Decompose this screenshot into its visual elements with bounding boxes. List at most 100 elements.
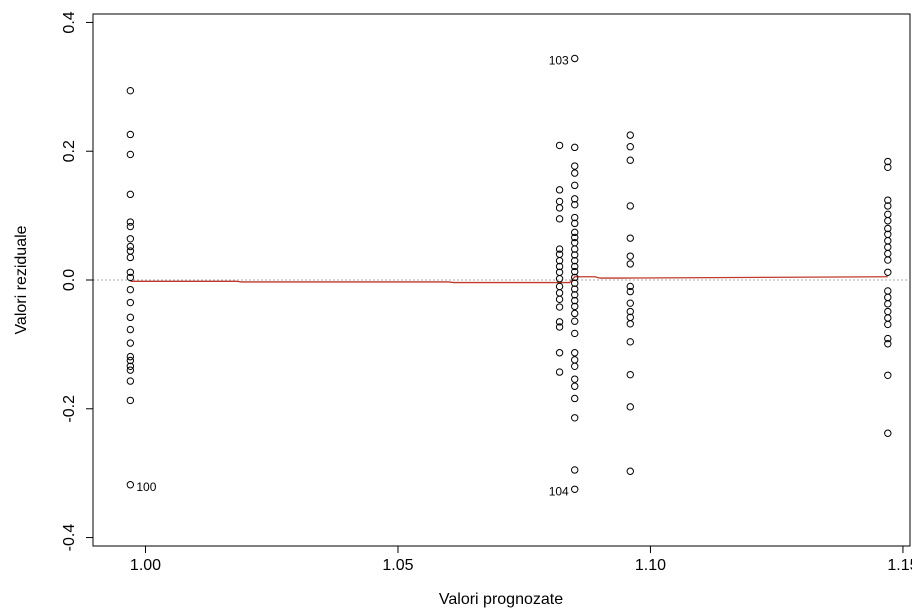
- data-point: [126, 481, 135, 489]
- data-point: [571, 375, 579, 383]
- data-point: [571, 54, 579, 63]
- data-point: [884, 334, 892, 343]
- data-point: [571, 219, 579, 228]
- data-point: [626, 287, 634, 296]
- data-point: [884, 202, 892, 210]
- data-point: [126, 352, 135, 361]
- y-tick-label: -0.4: [61, 524, 78, 552]
- data-point: [626, 131, 634, 139]
- point-label: 104: [549, 484, 569, 498]
- data-point: [626, 370, 634, 379]
- data-point: [571, 349, 579, 357]
- data-point: [626, 202, 634, 210]
- data-point: [571, 256, 579, 265]
- data-point: [571, 233, 579, 242]
- data-point: [571, 262, 579, 271]
- x-axis-label: Valori prognozate: [439, 591, 563, 608]
- data-point: [571, 309, 579, 318]
- data-point: [126, 325, 135, 334]
- data-point: [571, 466, 579, 474]
- data-point: [555, 197, 564, 206]
- x-tick-label: 1.00: [130, 557, 161, 574]
- data-point: [571, 356, 579, 364]
- y-tick-label: -0.2: [61, 395, 78, 423]
- data-point: [126, 242, 135, 251]
- data-point: [555, 141, 564, 150]
- data-point: [126, 362, 135, 370]
- x-axis: 1.00 1.05 1.10 1.15: [130, 545, 912, 574]
- data-point: [555, 256, 564, 265]
- data-points: [126, 54, 892, 493]
- data-point: [555, 303, 564, 311]
- data-point: [884, 287, 892, 295]
- data-point: [555, 204, 564, 212]
- data-point: [571, 329, 579, 338]
- data-point: [571, 302, 579, 311]
- data-point: [884, 307, 892, 316]
- data-point: [571, 200, 579, 209]
- data-point: [126, 366, 135, 374]
- data-point: [555, 186, 564, 194]
- data-point: [884, 314, 892, 322]
- data-point: [884, 320, 892, 329]
- data-point: [555, 323, 564, 331]
- data-point: [126, 130, 135, 139]
- data-point: [126, 218, 135, 226]
- data-point: [571, 181, 579, 190]
- data-point: [126, 285, 135, 294]
- data-point: [571, 296, 579, 305]
- data-point: [126, 298, 135, 307]
- data-point: [884, 196, 892, 204]
- data-point: [555, 275, 564, 283]
- data-point: [571, 485, 579, 493]
- data-point: [626, 156, 634, 164]
- point-label: 103: [549, 53, 569, 67]
- data-point: [571, 169, 579, 177]
- data-point: [571, 162, 579, 170]
- data-point: [571, 143, 579, 152]
- x-tick-label: 1.10: [635, 557, 666, 574]
- data-point: [555, 368, 564, 376]
- data-point: [884, 293, 892, 302]
- data-point: [571, 414, 579, 422]
- data-point: [626, 282, 634, 291]
- y-axis: -0.4 -0.2 0.0 0.2 0.4: [61, 11, 94, 552]
- data-point: [884, 243, 892, 251]
- data-point: [571, 213, 579, 222]
- data-point: [884, 163, 892, 172]
- data-point: [555, 262, 564, 271]
- data-point: [626, 260, 634, 268]
- data-point: [571, 362, 579, 370]
- data-point: [126, 377, 135, 385]
- data-point: [555, 349, 564, 357]
- data-point: [126, 253, 135, 262]
- data-point: [626, 338, 634, 346]
- data-point: [571, 273, 579, 282]
- data-point: [126, 268, 135, 276]
- data-point: [571, 279, 579, 287]
- data-point: [555, 295, 564, 304]
- data-point: [884, 429, 892, 437]
- data-point: [571, 291, 579, 299]
- data-point: [571, 228, 579, 237]
- data-point: [126, 273, 135, 282]
- data-point: [555, 245, 564, 253]
- data-point: [555, 215, 564, 223]
- data-point: [626, 234, 634, 242]
- data-point: [126, 222, 135, 231]
- data-point: [626, 307, 634, 316]
- data-point: [884, 249, 892, 258]
- data-point: [571, 251, 579, 259]
- point-labels: 103 100 104: [136, 53, 569, 498]
- point-label: 100: [136, 480, 156, 494]
- data-point: [126, 86, 135, 95]
- data-point: [884, 157, 892, 166]
- data-point: [884, 371, 892, 379]
- data-point: [555, 318, 564, 326]
- x-tick-label: 1.15: [887, 557, 912, 574]
- data-point: [626, 403, 634, 411]
- data-point: [571, 267, 579, 276]
- data-point: [126, 396, 135, 405]
- data-point: [884, 224, 892, 233]
